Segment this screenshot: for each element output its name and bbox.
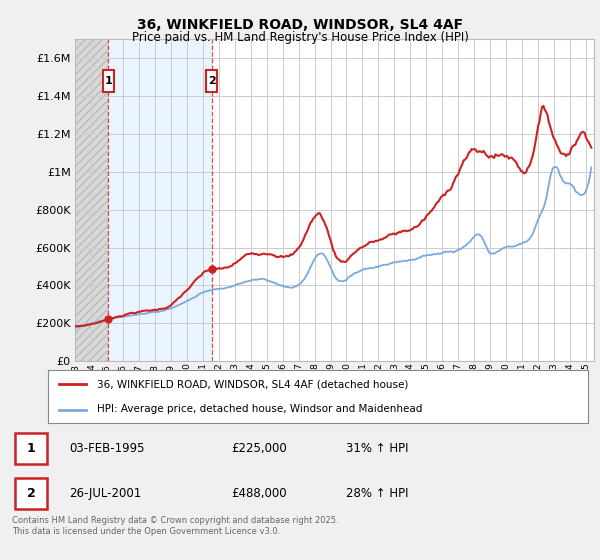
- FancyBboxPatch shape: [15, 433, 47, 464]
- Text: 2: 2: [26, 487, 35, 500]
- Text: 28% ↑ HPI: 28% ↑ HPI: [346, 487, 409, 500]
- Text: £225,000: £225,000: [231, 442, 287, 455]
- Text: 36, WINKFIELD ROAD, WINDSOR, SL4 4AF: 36, WINKFIELD ROAD, WINDSOR, SL4 4AF: [137, 18, 463, 32]
- Text: 1: 1: [26, 442, 35, 455]
- Text: Price paid vs. HM Land Registry's House Price Index (HPI): Price paid vs. HM Land Registry's House …: [131, 31, 469, 44]
- Text: 26-JUL-2001: 26-JUL-2001: [70, 487, 142, 500]
- Bar: [109, 39, 212, 361]
- FancyBboxPatch shape: [103, 70, 114, 92]
- FancyBboxPatch shape: [15, 478, 47, 508]
- Text: 2: 2: [208, 76, 215, 86]
- FancyBboxPatch shape: [206, 70, 217, 92]
- Text: HPI: Average price, detached house, Windsor and Maidenhead: HPI: Average price, detached house, Wind…: [97, 404, 422, 414]
- Text: £488,000: £488,000: [231, 487, 287, 500]
- Text: 03-FEB-1995: 03-FEB-1995: [70, 442, 145, 455]
- Text: 36, WINKFIELD ROAD, WINDSOR, SL4 4AF (detached house): 36, WINKFIELD ROAD, WINDSOR, SL4 4AF (de…: [97, 380, 408, 390]
- Text: 1: 1: [104, 76, 112, 86]
- Text: 31% ↑ HPI: 31% ↑ HPI: [346, 442, 409, 455]
- Text: Contains HM Land Registry data © Crown copyright and database right 2025.
This d: Contains HM Land Registry data © Crown c…: [12, 516, 338, 536]
- Bar: [75, 39, 109, 361]
